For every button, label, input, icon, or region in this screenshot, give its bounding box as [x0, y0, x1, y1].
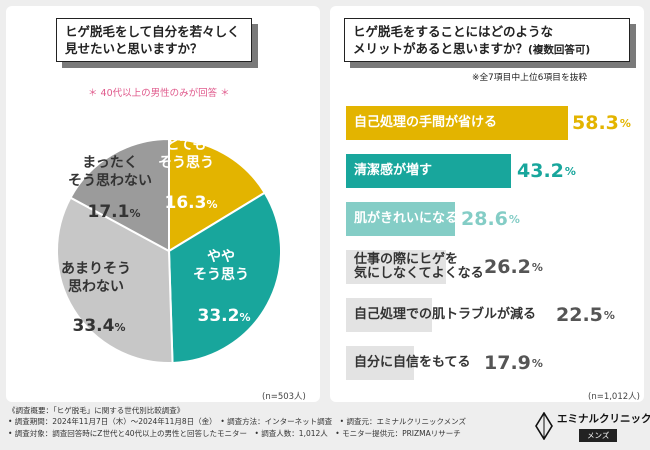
footer-line-2: • 調査期間：2024年11月7日（木）〜2024年11月8日（金） • 調査方…	[8, 417, 467, 427]
left-panel: ヒゲ脱毛をして自分を若々しく 見せたいと思いますか？ ＊ 40代以上の男性のみが…	[6, 6, 320, 402]
pie-slice-value-3: 17.1%	[87, 202, 141, 222]
pie-slice-value-0: 16.3%	[164, 193, 218, 213]
right-question-box: ヒゲ脱毛をすることにはどのような メリットがあると思いますか？(複数回答可)	[344, 18, 630, 62]
bar-5	[346, 346, 414, 380]
pie-slice-value-2: 33.4%	[72, 316, 126, 336]
footer-line-3: • 調査対象：調査回答時にZ世代と40代以上の男性と回答したモニター • 調査人…	[8, 428, 461, 438]
bar-3	[346, 250, 446, 284]
bar-label-0: 自己処理の手間が省ける	[354, 115, 498, 130]
bar-row-0: 自己処理の手間が省ける 58.3%	[346, 106, 636, 140]
right-question-main: ヒゲ脱毛をすることにはどのような メリットがあると思いますか？	[353, 24, 554, 56]
survey-footer: 《調査概要：「ヒゲ脱毛」に関する世代別比較調査》 • 調査期間：2024年11月…	[8, 405, 528, 439]
pie-slice-3	[69, 137, 170, 253]
bar-value-1: 43.2%	[517, 160, 576, 182]
right-question-sub: (複数回答可)	[528, 44, 591, 56]
left-n-label: (n=503人)	[262, 392, 306, 402]
logo-name: エミナルクリニック	[557, 413, 650, 425]
bar-label-1: 清潔感が増す	[354, 163, 433, 178]
right-question: ヒゲ脱毛をすることにはどのような メリットがあると思いますか？(複数回答可)	[353, 23, 621, 59]
bar-row-4: 自己処理での肌トラブルが減る 22.5%	[346, 298, 636, 332]
bar-value-4: 22.5%	[556, 304, 615, 326]
bar-value-2: 28.6%	[461, 208, 520, 230]
logo-mark-icon	[535, 412, 553, 440]
bar-row-2: 肌がきれいになる 28.6%	[346, 202, 636, 236]
bar-label-3: 仕事の際にヒゲを 気にしなくてよくなる	[354, 252, 484, 281]
pie-slice-1	[167, 191, 282, 364]
pie-slice-label-3: まったく そう思わない	[68, 155, 152, 189]
bar-1	[346, 154, 511, 188]
bar-label-2: 肌がきれいになる	[354, 211, 459, 226]
bar-row-5: 自分に自信をもてる 17.9%	[346, 346, 636, 380]
bar-row-1: 清潔感が増す 43.2%	[346, 154, 636, 188]
bar-value-0: 58.3%	[572, 112, 631, 134]
bar-label-4: 自己処理での肌トラブルが減る	[354, 307, 537, 322]
bar-row-3: 仕事の際にヒゲを 気にしなくてよくなる 26.2%	[346, 250, 636, 284]
pie-slice-value-1: 33.2%	[197, 306, 251, 326]
pie-chart	[56, 137, 282, 364]
pie-slice-label-0: とても そう思う	[158, 137, 214, 171]
left-question-box: ヒゲ脱毛をして自分を若々しく 見せたいと思いますか？	[56, 18, 252, 62]
right-n-label: (n=1,012人)	[588, 392, 640, 402]
bar-4	[346, 298, 432, 332]
brand-logo: エミナルクリニック メンズ	[531, 409, 650, 445]
left-question: ヒゲ脱毛をして自分を若々しく 見せたいと思いますか？	[65, 24, 240, 56]
bar-label-5: 自分に自信をもてる	[354, 355, 471, 370]
pie-slice-label-2: あまりそう 思わない	[61, 261, 131, 295]
bar-value-5: 17.9%	[484, 352, 543, 374]
logo-sub: メンズ	[579, 429, 618, 442]
footer-line-1: 《調査概要：「ヒゲ脱毛」に関する世代別比較調査》	[8, 406, 185, 415]
left-note: ＊ 40代以上の男性のみが回答 ＊	[88, 88, 230, 99]
bar-0	[346, 106, 568, 140]
pie-slice-0	[168, 137, 267, 253]
right-note: ※全7項目中上位6項目を抜粋	[472, 73, 588, 83]
pie-slice-label-1: やや そう思う	[193, 249, 249, 283]
bar-value-3: 26.2%	[484, 256, 543, 278]
bar-2	[346, 202, 455, 236]
right-panel: ヒゲ脱毛をすることにはどのような メリットがあると思いますか？(複数回答可) ※…	[330, 6, 644, 402]
pie-slice-2	[56, 196, 174, 364]
